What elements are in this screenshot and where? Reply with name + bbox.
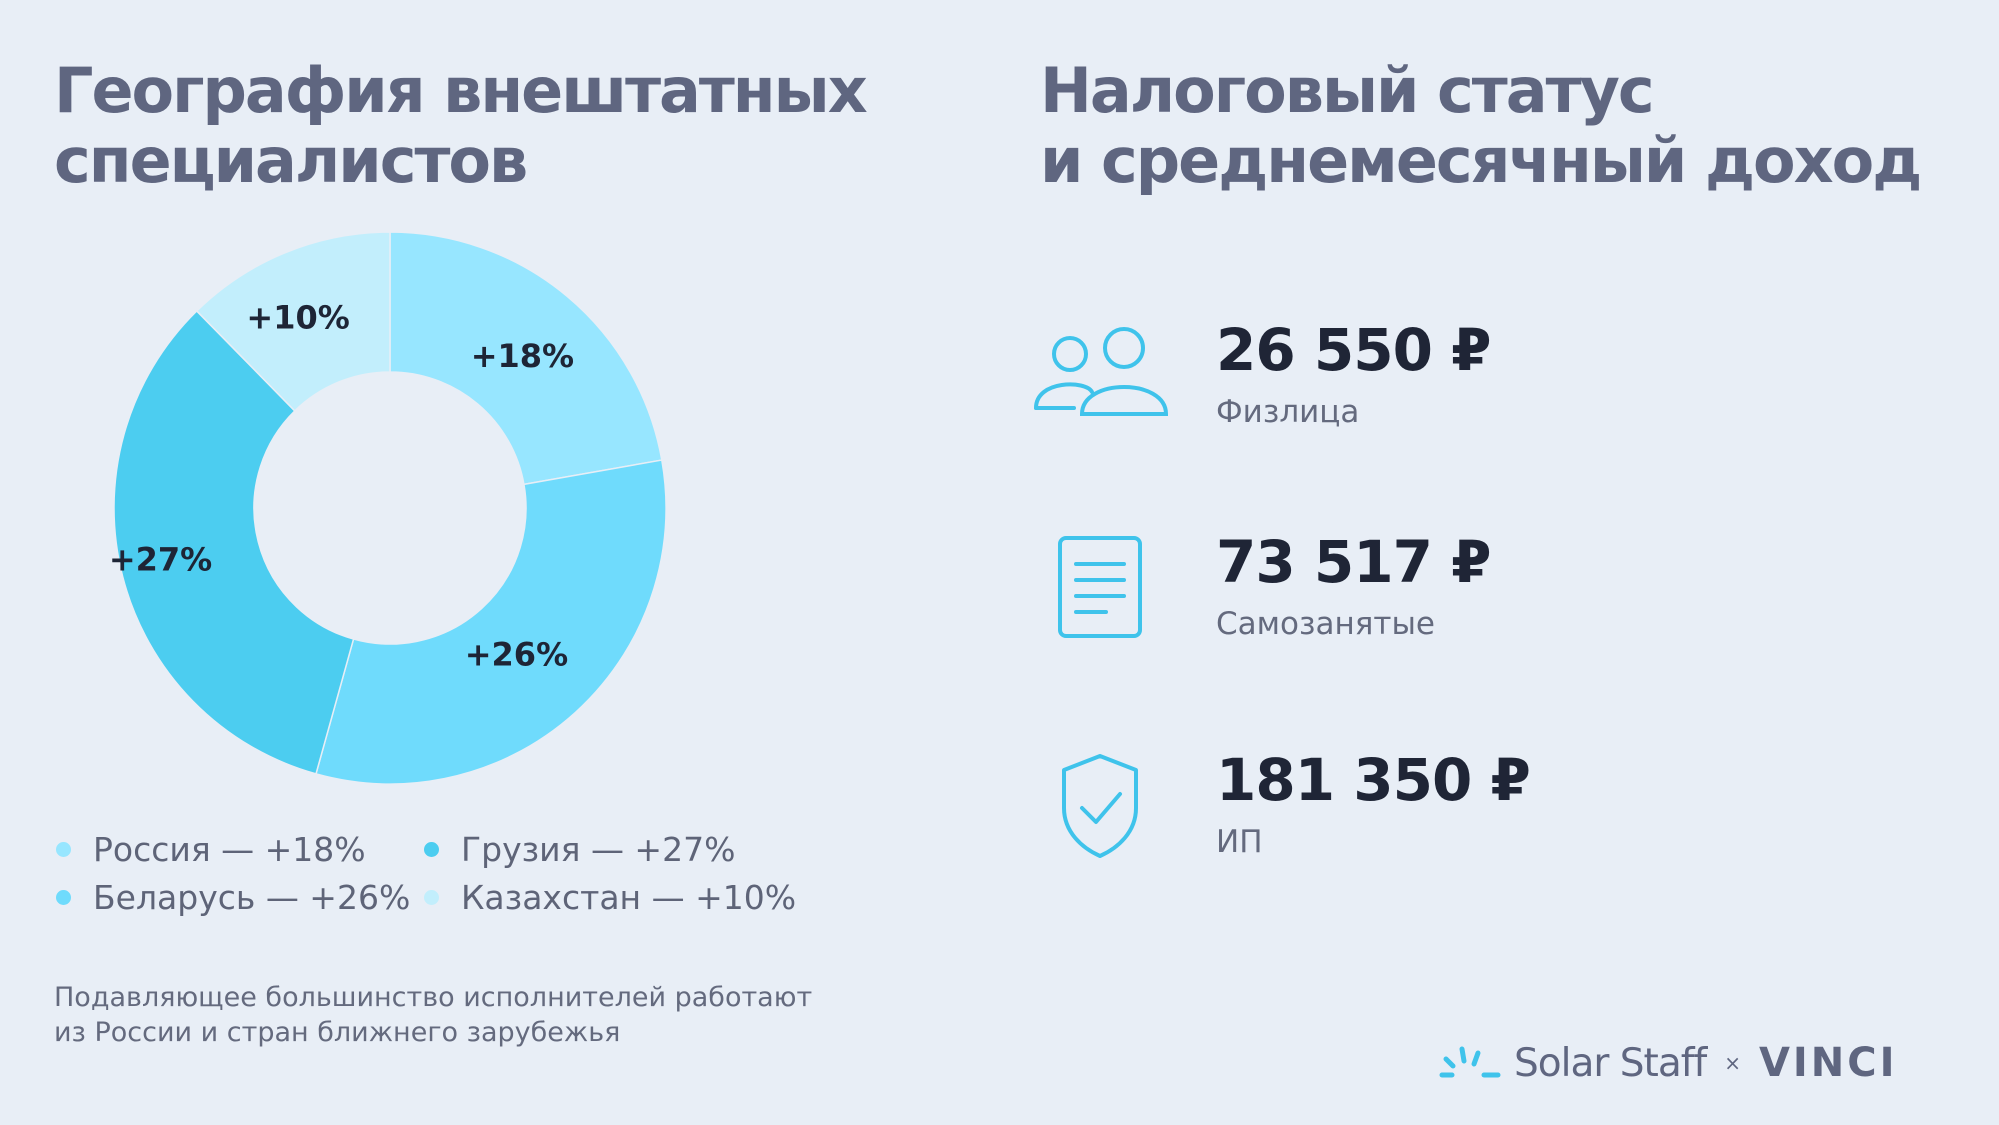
legend-item-georgia: Грузия — +27% (424, 830, 735, 869)
document-icon (1058, 536, 1142, 638)
sole-proprietor-label: ИП (1216, 824, 1263, 860)
legend-item-kazakhstan: Казахстан — +10% (424, 878, 796, 917)
legend-label-russia: Россия — +18% (93, 830, 366, 869)
legend-dot-russia (56, 842, 71, 857)
sole-proprietor-income: 181 350 ₽ (1216, 746, 1531, 814)
legend-dot-georgia (424, 842, 439, 857)
legend-label-kazakhstan: Казахстан — +10% (461, 878, 797, 917)
legend-dot-kazakhstan (424, 890, 439, 905)
donut-slice-3 (195, 231, 391, 412)
stat-sole-proprietor: 181 350 ₽ ИП (1030, 746, 1730, 882)
donut-slice-0 (389, 231, 663, 486)
donut-label-3: +10% (246, 298, 349, 336)
legend-label-belarus: Беларусь — +26% (93, 878, 411, 917)
partner-logo: VINCI (1758, 1040, 1898, 1086)
geography-donut-chart: +18% +26% +27% +10% (110, 231, 667, 785)
legend-dot-belarus (56, 890, 71, 905)
footnote-line2: из России и стран ближнего зарубежья (54, 1017, 621, 1048)
self-employed-label: Самозанятые (1216, 606, 1435, 642)
geography-title-line2: специалистов (54, 124, 528, 197)
tax-status-title: Налоговый статус и среднемесячный доход (1040, 54, 1922, 197)
brand-footer: Solar Staff × VINCI (1438, 1040, 1898, 1086)
donut-label-2: +27% (110, 540, 212, 578)
brand-name: Solar Staff (1514, 1040, 1707, 1086)
donut-slice-2 (113, 309, 355, 775)
self-employed-income: 73 517 ₽ (1216, 528, 1492, 596)
geography-title: География внештатных специалистов (54, 54, 868, 197)
tax-status-title-line1: Налоговый статус (1040, 54, 1655, 127)
legend-label-georgia: Грузия — +27% (461, 830, 736, 869)
stat-self-employed: 73 517 ₽ Самозанятые (1030, 528, 1730, 664)
donut-label-0: +18% (471, 337, 574, 375)
geography-title-line1: География внештатных (54, 54, 868, 127)
brand-separator: × (1724, 1051, 1741, 1075)
footnote-line1: Подавляющее большинство исполнителей раб… (54, 982, 813, 1013)
solar-staff-logo-icon (1439, 1046, 1501, 1078)
stat-individuals: 26 550 ₽ Физлица (1030, 316, 1730, 452)
tax-status-title-line2: и среднемесячный доход (1040, 124, 1922, 197)
donut-label-1: +26% (465, 636, 568, 674)
people-icon (1034, 327, 1169, 416)
shield-check-icon (1062, 754, 1138, 858)
legend-item-russia: Россия — +18% (56, 830, 366, 869)
footnote: Подавляющее большинство исполнителей раб… (54, 980, 854, 1050)
individuals-income: 26 550 ₽ (1216, 316, 1492, 384)
individuals-label: Физлица (1216, 394, 1360, 430)
legend-item-belarus: Беларусь — +26% (56, 878, 410, 917)
donut-slice-1 (315, 459, 667, 785)
